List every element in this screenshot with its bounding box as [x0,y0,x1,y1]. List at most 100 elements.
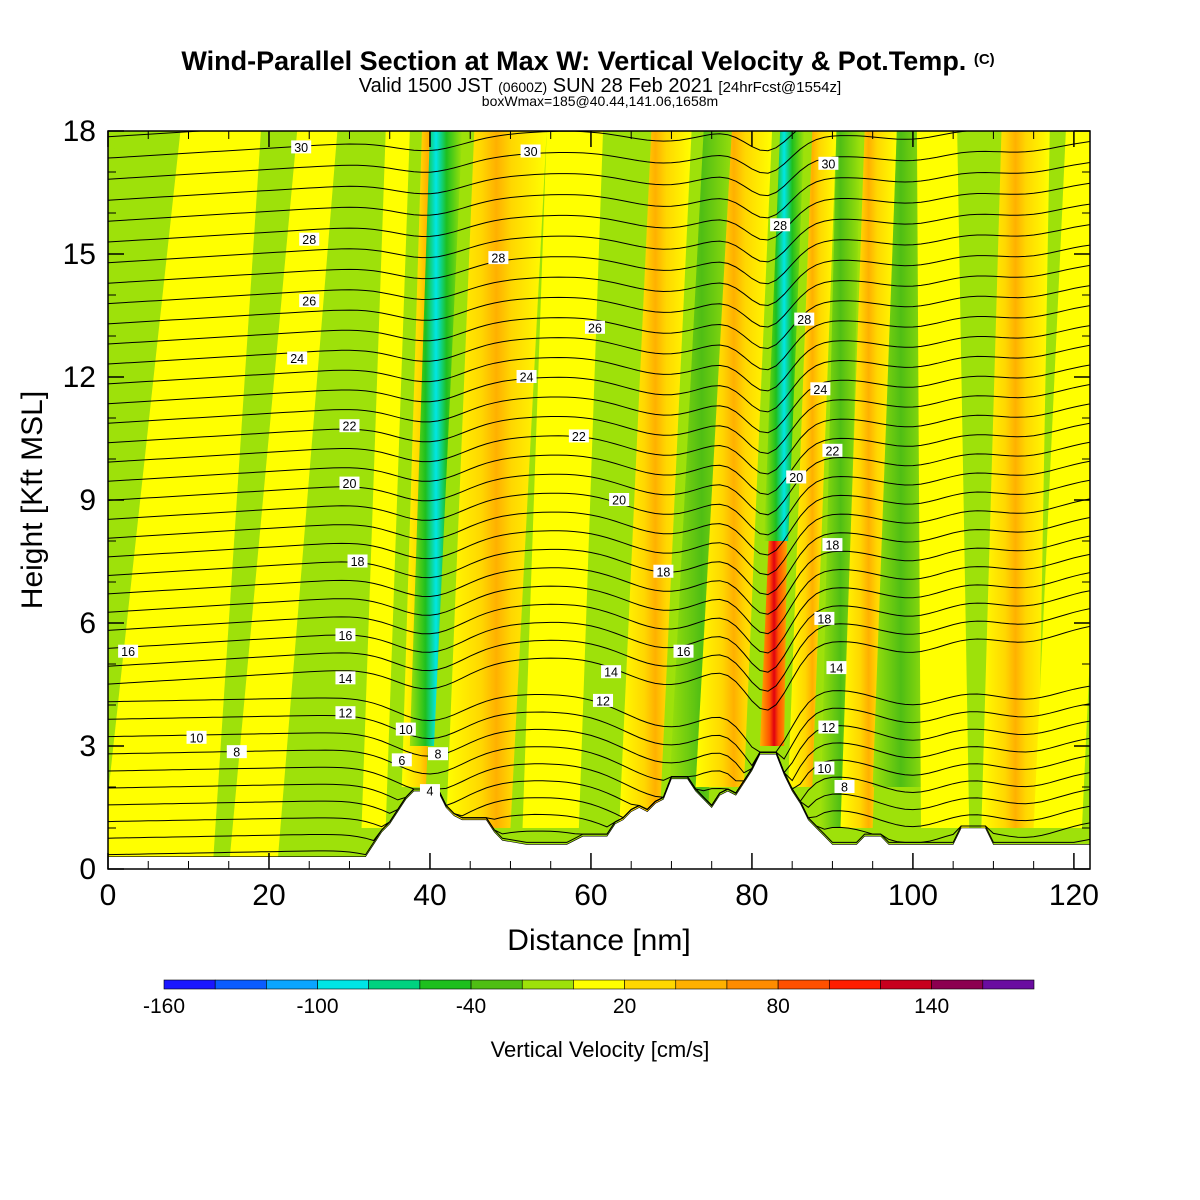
contour-label: 24 [287,351,308,366]
contour-label: 16 [118,644,139,659]
contour-label-bg [299,232,320,246]
contour-label-text: 20 [789,471,803,485]
contour-label-bg [822,443,843,457]
contour-label: 10 [395,722,416,737]
contour-label-text: 12 [596,694,610,708]
theta-contour-19 [108,460,1090,536]
colorbar-tick-label: 80 [766,995,789,1018]
contour-label-bg [516,370,537,383]
contour-label-text: 20 [612,494,626,508]
x-axis: 0 20 40 60 80 100 120 [100,131,1099,912]
theta-contour-32 [108,203,1090,264]
colorbar-tick-label: -40 [456,995,486,1018]
contour-label: 8 [428,747,449,762]
contour-label: 10 [814,761,835,776]
contour-label: 8 [834,780,855,795]
colorbar-label: Vertical Velocity [cm/s] [491,1037,710,1062]
colorbar-swatch [777,979,830,990]
theta-contour-5 [108,751,1090,798]
contour-label-text: 16 [677,645,691,659]
contour-label: 16 [673,644,694,659]
theta-contour-30 [108,244,1090,307]
y-axis: 0 3 6 9 12 15 18 [63,115,1090,886]
contour-label: 22 [339,419,360,434]
contour-label-bg [186,730,207,744]
contour-label: 20 [786,470,807,485]
contour-label-bg [419,784,440,798]
contour-label-bg [291,140,312,154]
contour-label-bg [299,294,320,308]
colorbar-swatch [368,979,421,990]
contour-label: 28 [299,232,320,247]
colorbar-tick-label: -100 [297,995,339,1018]
theta-contour-10 [108,625,1090,711]
contour-label-bg [609,493,630,506]
contour-label-bg [520,144,541,158]
colorbar-swatch [214,979,267,990]
x-tick-label: 60 [574,879,607,912]
contour-label-bg [593,693,614,707]
contour-label-bg [428,747,449,761]
colorbar-swatch [470,979,523,990]
theta-contour-24 [108,364,1090,434]
theta-contour-36 [108,131,1023,180]
contour-label-text: 24 [290,352,304,366]
chart-title: Wind-Parallel Section at Max W: Vertical… [181,46,994,76]
contour-label-bg [335,628,356,642]
contour-label: 30 [291,140,312,155]
contour-label-text: 30 [821,157,835,171]
contour-label: 26 [584,320,605,335]
contour-label-text: 8 [233,746,240,760]
contour-label-text: 20 [343,477,357,491]
contour-label: 20 [339,476,360,491]
contour-label-bg [395,722,416,736]
colorbar-swatch [624,979,677,990]
contour-label-text: 26 [588,321,602,335]
contour-label: 24 [516,370,537,385]
colorbar: -160 -100 -40 20 80 140 [143,979,1035,1018]
contour-label-text: 12 [338,707,352,721]
contour-label-text: 16 [121,645,135,659]
theta-contour-14 [108,553,1090,635]
theta-contour-12 [108,590,1090,673]
theta-contour-26 [108,325,1090,392]
contour-label: 20 [609,493,630,508]
contour-label: 12 [593,693,614,708]
velocity-band-14 [820,131,861,828]
theta-contour-29 [108,264,1090,328]
theta-contour-11 [108,608,1090,692]
contour-label-text: 18 [656,565,670,579]
x-tick-label: 40 [413,879,446,912]
box-info: boxWmax=185@40.44,141.06,1658m [482,93,718,109]
contour-label-text: 16 [338,629,352,643]
contour-label-text: 18 [351,555,365,569]
colorbar-swatch [317,979,370,990]
x-tick-label: 80 [735,879,768,912]
theta-contour-1 [108,751,1090,843]
contour-label: 18 [814,611,835,626]
theta-contour-18 [108,479,1090,556]
theta-contour-35 [108,141,1090,201]
contour-label: 26 [299,294,320,309]
contour-label: 14 [826,661,847,676]
contour-label-text: 8 [435,748,442,762]
contour-label: 28 [488,251,509,266]
contour-label-bg [653,564,674,578]
contour-label-text: 10 [399,723,413,737]
theta-contour-6 [108,737,1090,782]
contour-label: 10 [186,730,207,745]
theta-contour-22 [108,403,1090,475]
contour-label: 18 [822,538,843,553]
contour-label-text: 22 [572,430,586,444]
velocity-band-16 [872,131,930,787]
contour-label-bg [826,661,847,675]
contour-label-bg [226,745,247,759]
contour-label-text: 4 [426,785,433,799]
colorbar-swatch [726,979,779,990]
velocity-field [108,131,1090,869]
colorbar-swatch [675,979,728,990]
theta-contour-31 [108,224,1090,285]
contour-label-bg [770,218,791,232]
velocity-band-3 [361,131,410,828]
contour-label: 28 [770,218,791,233]
